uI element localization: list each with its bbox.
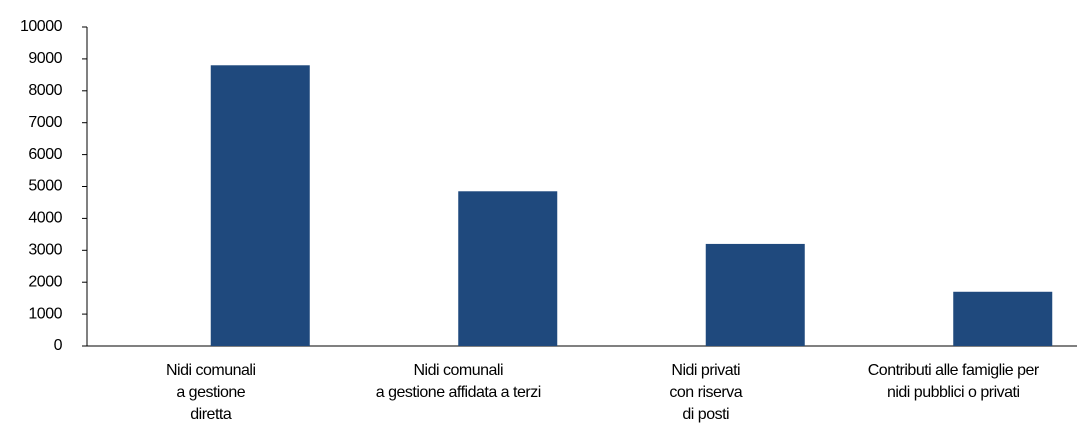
y-tick-label: 7000 bbox=[28, 114, 62, 131]
y-tick-label: 8000 bbox=[28, 82, 62, 99]
y-tick-label: 3000 bbox=[28, 242, 62, 259]
y-tick-label: 0 bbox=[54, 337, 63, 354]
y-tick-label: 1000 bbox=[28, 305, 62, 322]
bar bbox=[210, 65, 310, 346]
bar bbox=[458, 191, 558, 346]
bar bbox=[953, 291, 1053, 346]
y-tick-label: 5000 bbox=[28, 178, 62, 195]
y-tick-label: 2000 bbox=[28, 273, 62, 290]
bar bbox=[705, 243, 805, 346]
y-tick-label: 4000 bbox=[28, 210, 62, 227]
y-tick-label: 9000 bbox=[28, 50, 62, 67]
x-tick-label: Nidi comunali a gestione affidata a terz… bbox=[375, 362, 542, 401]
y-tick-label: 6000 bbox=[28, 146, 62, 163]
y-tick-label: 10000 bbox=[20, 18, 63, 35]
x-tick-label: Nidi comunali a gestione diretta bbox=[165, 362, 256, 423]
x-tick-label: Contributi alle famiglie per nidi pubbli… bbox=[867, 362, 1039, 401]
x-tick-label: Nidi privati con riserva di posti bbox=[669, 362, 743, 423]
